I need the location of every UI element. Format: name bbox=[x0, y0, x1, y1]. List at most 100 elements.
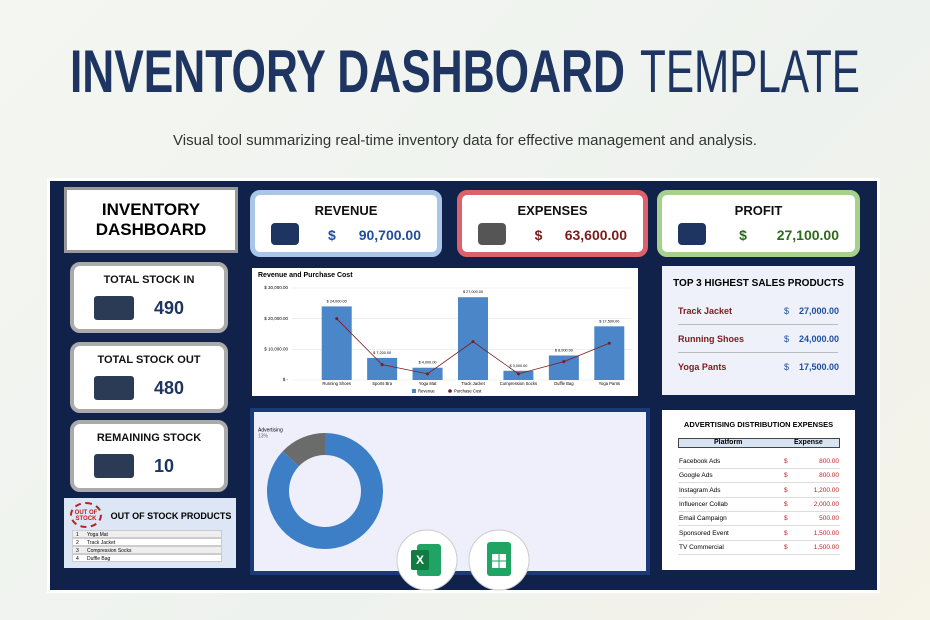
kpi-icon bbox=[478, 223, 506, 245]
ad-val: 800.00 bbox=[819, 472, 839, 480]
marker bbox=[562, 360, 566, 364]
ad-platform: TV Commercial bbox=[679, 543, 724, 551]
oos-num: 3 bbox=[76, 548, 79, 554]
ad-platform: Email Campaign bbox=[679, 515, 727, 523]
legend-label: Purchase Cost bbox=[454, 389, 482, 394]
kpi-value: 27,100.00 bbox=[776, 227, 839, 243]
y-tick-label: $ 20,000.00 bbox=[264, 316, 288, 321]
tp-val: 17,500.00 bbox=[798, 362, 839, 372]
tp-cur: $ bbox=[784, 362, 790, 372]
oos-row: 2 Track Jacket bbox=[72, 538, 222, 546]
marker bbox=[426, 372, 430, 376]
ad-cur: $ bbox=[784, 486, 788, 494]
ad-platform: Facebook Ads bbox=[679, 458, 721, 465]
top-products: TOP 3 HIGHEST SALES PRODUCTS Track Jacket… bbox=[662, 266, 855, 395]
x-tick-label: Compression Socks bbox=[500, 381, 537, 386]
kpi-currency: $ bbox=[327, 227, 336, 243]
x-tick-label: Track Jacket bbox=[461, 381, 485, 386]
ad-val: 800.00 bbox=[819, 458, 839, 465]
ad-distribution: ADVERTISING DISTRIBUTION EXPENSES Platfor… bbox=[662, 410, 855, 570]
ad-title: ADVERTISING DISTRIBUTION EXPENSES bbox=[683, 420, 834, 429]
ad-cur: $ bbox=[784, 515, 788, 523]
combo-chart: Revenue and Purchase Cost $ - $ 10,000.00 $… bbox=[252, 268, 638, 396]
out-of-stock: OUT OF STOCK OUT OF STOCK PRODUCTS 1 Yoga M… bbox=[64, 498, 236, 568]
y-tick-label: $ - bbox=[283, 377, 289, 382]
ad-platform: Sponsored Event bbox=[679, 529, 729, 537]
ad-platform: Instagram Ads bbox=[679, 486, 721, 494]
bar-label: $ 8,000.00 bbox=[555, 348, 573, 352]
tp-name: Running Shoes bbox=[678, 334, 744, 344]
x-tick-label: Duffle Bag bbox=[554, 381, 574, 386]
ad-cur: $ bbox=[784, 500, 788, 508]
x-tick-label: Sports Bra bbox=[372, 381, 392, 386]
svg-text:X: X bbox=[416, 553, 424, 567]
kpi-icon bbox=[271, 223, 299, 245]
ad-platform: Influencer Collab bbox=[679, 500, 728, 508]
ad-head bbox=[678, 438, 840, 448]
ad-cur: $ bbox=[784, 543, 788, 551]
kpi-card: REVENUE $90,700.00 bbox=[250, 190, 442, 257]
ad-sep bbox=[678, 553, 840, 555]
tp-sep bbox=[678, 352, 838, 353]
bar bbox=[594, 326, 625, 380]
marker bbox=[516, 372, 520, 376]
stock-value: 490 bbox=[154, 298, 185, 318]
ad-cur: $ bbox=[784, 472, 788, 480]
kpi-value: 90,700.00 bbox=[358, 227, 421, 243]
ad-sep bbox=[678, 510, 840, 512]
oos-num: 4 bbox=[76, 556, 79, 562]
bar-label: $ 17,500.00 bbox=[599, 319, 619, 323]
dashboard-title: INVENTORY DASHBOARD bbox=[64, 187, 238, 253]
ad-val: 500.00 bbox=[819, 515, 839, 523]
header: INVENTORY DASHBOARD TEMPLATE Visual tool… bbox=[70, 38, 860, 149]
ad-h2: Expense bbox=[794, 439, 823, 446]
x-tick-label: Yoga Pants bbox=[599, 381, 620, 386]
marker bbox=[471, 340, 475, 344]
donut-slice bbox=[282, 433, 325, 467]
oos-title: OUT OF STOCK PRODUCTS bbox=[110, 511, 232, 521]
tp-name: Yoga Pants bbox=[678, 362, 727, 372]
stock-icon bbox=[94, 376, 134, 400]
kpi-value: 63,600.00 bbox=[564, 227, 627, 243]
tp-name: Track Jacket bbox=[678, 306, 733, 316]
oos-num: 1 bbox=[76, 532, 79, 538]
slice-label: Advertising bbox=[258, 427, 283, 433]
y-tick-label: $ 30,000.00 bbox=[264, 285, 288, 290]
stock-value: 10 bbox=[154, 456, 175, 476]
oos-name: Track Jacket bbox=[87, 540, 116, 546]
tp-sep bbox=[678, 324, 838, 325]
tp-cur: $ bbox=[784, 306, 790, 316]
ad-h1: Platform bbox=[714, 439, 743, 446]
ad-val: 1,500.00 bbox=[813, 529, 839, 537]
bar-label: $ 24,000.00 bbox=[327, 299, 347, 303]
oos-num: 2 bbox=[76, 540, 79, 546]
kpi-card: EXPENSES $63,600.00 bbox=[457, 190, 648, 257]
oos-row: 4 Duffle Bag bbox=[72, 554, 222, 562]
stock-label: TOTAL STOCK IN bbox=[103, 274, 195, 286]
slice-value: 13% bbox=[258, 433, 269, 439]
stock-card: TOTAL STOCK OUT 480 bbox=[70, 342, 228, 413]
ad-sep bbox=[678, 468, 840, 469]
bar-label: $ 27,000.00 bbox=[463, 290, 483, 294]
oos-row: 3 Compression Socks bbox=[72, 546, 222, 554]
stock-card: TOTAL STOCK IN 490 bbox=[70, 262, 228, 333]
stock-label: REMAINING STOCK bbox=[96, 432, 202, 444]
tp-val: 27,000.00 bbox=[798, 306, 839, 316]
marker bbox=[607, 341, 611, 345]
donut-slice bbox=[267, 433, 383, 549]
oos-row: 1 Yoga Mat bbox=[72, 530, 222, 538]
ad-platform: Google Ads bbox=[679, 472, 713, 480]
y-tick-label: $ 10,000.00 bbox=[264, 347, 288, 352]
oos-name: Yoga Mat bbox=[87, 532, 108, 538]
ad-val: 1,500.00 bbox=[813, 543, 839, 551]
ad-val: 2,000.00 bbox=[813, 500, 839, 508]
ad-sep bbox=[678, 539, 840, 541]
kpi-icon bbox=[678, 223, 706, 245]
stock-icon bbox=[94, 296, 134, 320]
stock-value: 480 bbox=[154, 378, 185, 398]
chart-title: Revenue and Purchase Cost bbox=[258, 272, 353, 279]
oos-name: Compression Socks bbox=[87, 548, 132, 554]
tp-title: TOP 3 HIGHEST SALES PRODUCTS bbox=[673, 278, 844, 289]
tp-val: 24,000.00 bbox=[798, 334, 839, 344]
